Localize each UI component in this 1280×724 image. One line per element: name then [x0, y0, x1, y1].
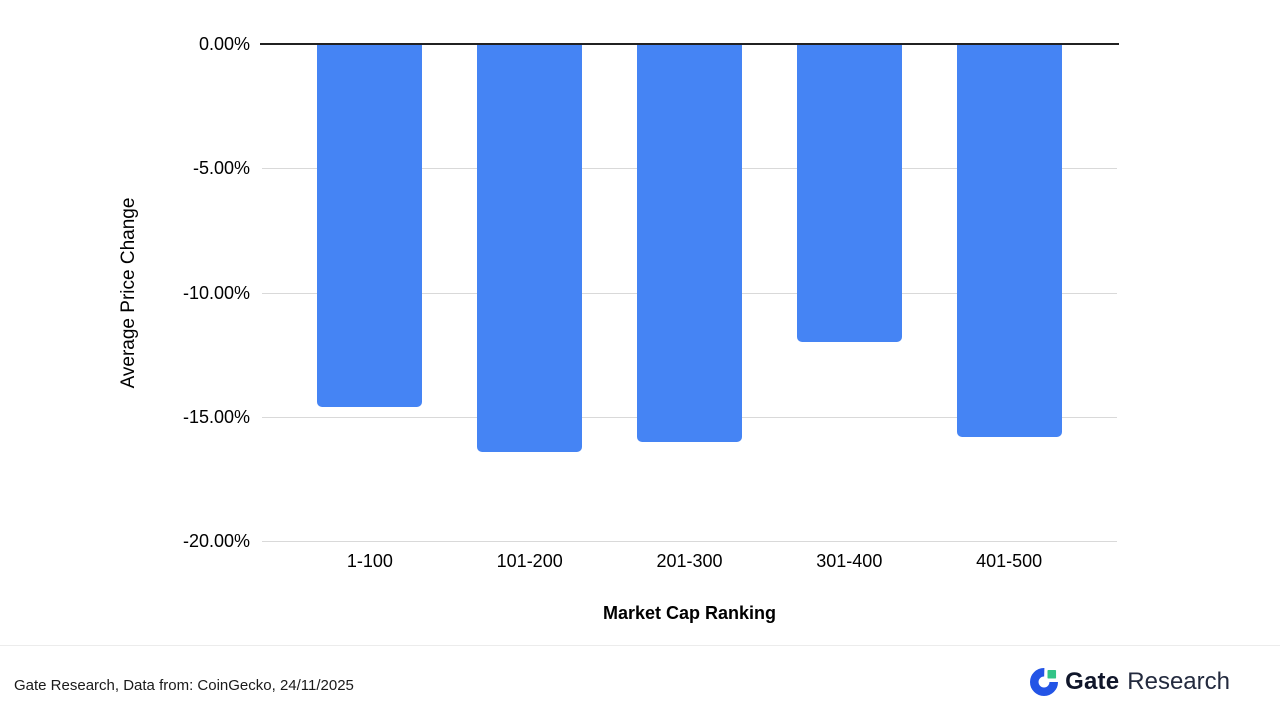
bar-301-400 — [796, 45, 902, 343]
bar-401-500 — [956, 45, 1062, 437]
x-category-label: 401-500 — [976, 551, 1043, 571]
x-category-label: 1-100 — [346, 551, 393, 571]
x-axis-title: Market Cap Ranking — [602, 603, 777, 623]
bar-1-100 — [317, 45, 423, 407]
y-tick-label: -15.00% — [182, 406, 250, 427]
footer-divider — [0, 645, 1280, 646]
y-tick-label: -10.00% — [182, 282, 250, 303]
gate-logo-research-text: Research — [1127, 668, 1230, 695]
x-category-label: 101-200 — [496, 551, 563, 571]
gate-logo-icon — [1030, 668, 1059, 696]
y-tick-label: -20.00% — [182, 531, 250, 551]
plot-area — [260, 43, 1119, 542]
y-tick-label: 0.00% — [198, 34, 250, 54]
bar-101-200 — [477, 45, 583, 452]
source-attribution: Gate Research, Data from: CoinGecko, 24/… — [14, 677, 354, 694]
zero-axis-line — [260, 43, 1119, 45]
gate-logo-wordmark: Gate — [1065, 668, 1120, 695]
bar-201-300 — [637, 45, 742, 442]
y-tick-label: -5.00% — [192, 158, 250, 179]
x-category-label: 301-400 — [816, 551, 883, 571]
gridline — [262, 541, 1117, 542]
x-category-label: 201-300 — [656, 551, 723, 571]
gate-research-logo: Gate Research — [1030, 668, 1230, 696]
